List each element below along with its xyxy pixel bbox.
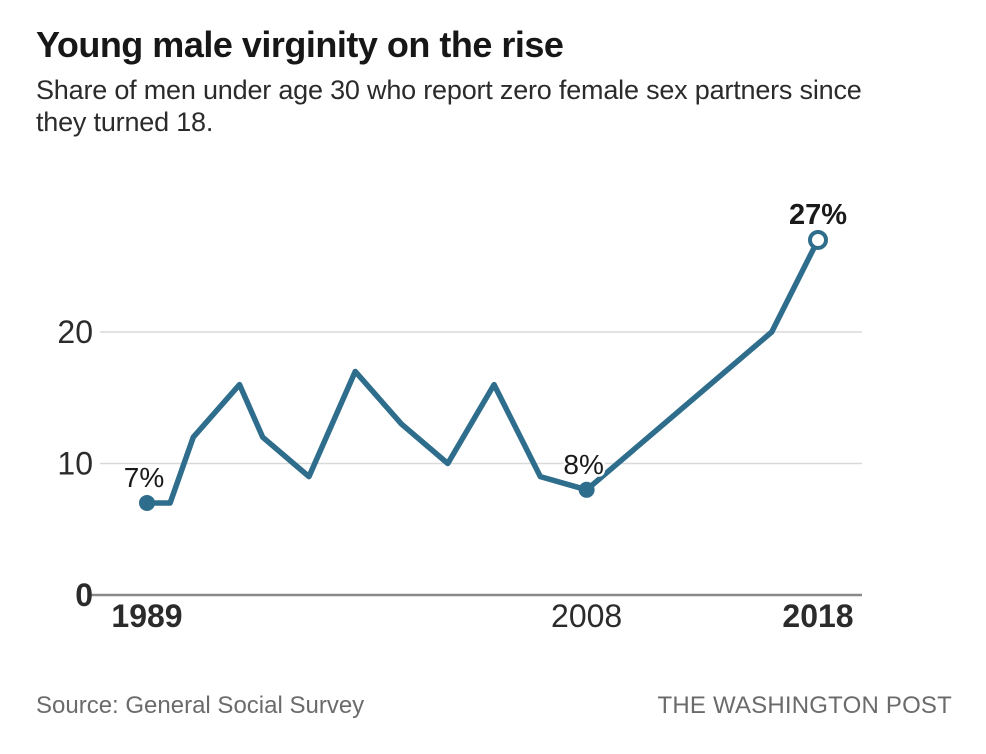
data-line [144,237,821,506]
open-point-marker-2018 [808,229,828,250]
point-marker-2008 [578,481,595,498]
figure-footer: Source: General Social Survey THE WASHIN… [36,692,952,720]
data-label-1989: 7% [124,462,164,493]
chart-title: Young male virginity on the rise [36,24,564,65]
publisher-credit: THE WASHINGTON POST [657,692,952,719]
y-tick-label-10: 10 [57,446,93,482]
data-label-2008: 8% [563,449,603,480]
point-marker-1989 [139,494,155,511]
y-tick-label-20: 20 [57,314,93,350]
data-label-2018: 27% [789,199,847,231]
x-tick-label-2008: 2008 [551,598,622,634]
y-tick-label-0: 0 [75,577,93,613]
x-tick-label-1989: 1989 [111,598,182,634]
source-note: Source: General Social Survey [36,692,365,719]
x-tick-label-2018: 2018 [782,598,853,634]
chart-subtitle: Share of men under age 30 who report zer… [36,75,862,138]
